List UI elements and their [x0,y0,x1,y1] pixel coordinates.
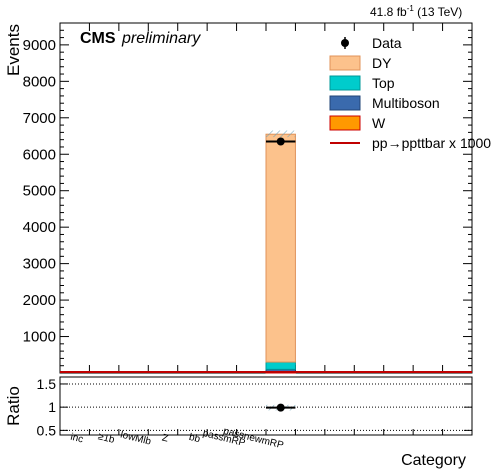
ratio-y-axis-label: Ratio [4,386,23,426]
y-tick-label: 8000 [23,73,56,90]
y-tick-label: 1000 [23,329,56,346]
x-tick-label: ≥1b [97,431,116,446]
legend-label: DY [372,55,392,71]
legend-label: Data [372,35,402,51]
y-tick-label: 6000 [23,146,56,163]
legend-marker-w [329,115,361,131]
status-label: preliminary [121,30,201,47]
y-tick-label: 5000 [23,183,56,200]
x-axis-label: Category [401,452,466,469]
legend-label: W [372,115,386,131]
y-tick-label: 2000 [23,292,56,309]
experiment-label: CMS [80,30,116,47]
y-tick-label: 7000 [23,110,56,127]
x-tick-label: passnewmRP [222,426,285,452]
mc-uncertainty-band [266,130,296,138]
legend-marker-multiboson [329,95,361,111]
data-point [276,137,285,146]
y-axis-label: Events [4,24,23,76]
ratio-y-tick-label: 1 [48,399,56,415]
x-tick-label: inc [69,432,84,446]
ratio-y-tick-label: 0.5 [37,422,57,438]
y-tick-label: 4000 [23,219,56,236]
legend-label: Multiboson [372,95,440,111]
x-tick-label: lowMlb [119,429,152,447]
legend-marker-data [341,39,349,47]
ratio-data-point [276,403,285,412]
legend-marker-top [329,75,361,91]
y-tick-label: 3000 [23,256,56,273]
legend-marker-dy [329,55,361,71]
ratio-y-tick-label: 1.5 [37,376,57,392]
lumi-label: 41.8 fb-1 (13 TeV) [370,4,462,19]
legend-label: pp→ppttbar x 1000 [372,135,491,151]
ratio-plot-area: 0.5 1 1.5 [37,376,473,438]
x-tick-label: bb [188,432,202,445]
y-tick-label: 9000 [23,37,56,54]
bar-dy [265,133,296,363]
bar-top [265,361,296,370]
legend-label: Top [372,75,395,91]
main-plot-area: 1000 2000 3000 4000 5000 6000 7000 8000 9000 [23,23,473,374]
x-tick-label: Z [161,432,170,444]
legend: Data DY Top Multiboson Wpp→ppttbar x 1000 [329,35,491,151]
